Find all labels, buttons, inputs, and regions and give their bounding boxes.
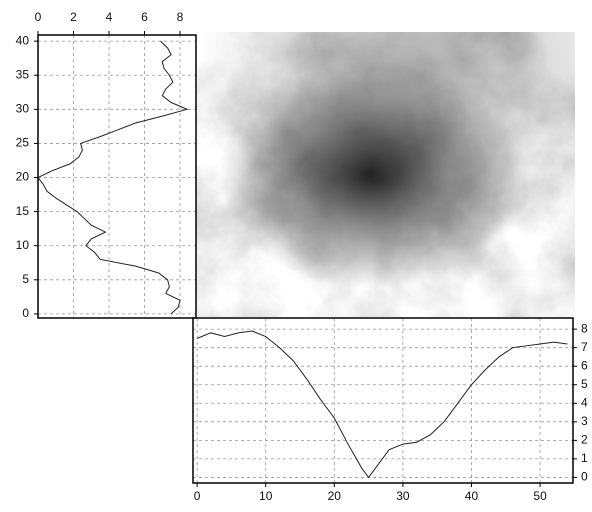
y-tick-label: 25 bbox=[16, 136, 30, 150]
y-tick-label: 3 bbox=[581, 414, 588, 428]
profile-line bbox=[196, 330, 568, 479]
y-tick-label: 8 bbox=[581, 321, 588, 335]
image bbox=[196, 32, 575, 317]
x-tick-label: 50 bbox=[533, 489, 547, 503]
y-tick-label: 7 bbox=[581, 340, 588, 354]
x-tick-label: 40 bbox=[465, 489, 479, 503]
y-tick-label: 6 bbox=[581, 358, 588, 372]
axis-frame bbox=[192, 317, 574, 484]
x-tick-label: 0 bbox=[194, 489, 201, 503]
x-tick-label: 10 bbox=[259, 489, 273, 503]
y-tick-label: 0 bbox=[581, 470, 588, 484]
x-tick-label: 8 bbox=[177, 10, 184, 24]
x-tick-label: 6 bbox=[141, 10, 148, 24]
x-tick-label: 4 bbox=[106, 10, 113, 24]
y-tick-label: 20 bbox=[16, 170, 30, 184]
y-tick-label: 4 bbox=[581, 395, 588, 409]
y-tick-label: 5 bbox=[581, 377, 588, 391]
x-tick-label: 0 bbox=[35, 10, 42, 24]
y-tick-label: 30 bbox=[16, 102, 30, 116]
plots: 0 2 4 6 8 0 5 10 15 20 25 30 35 40 0 10 20 30 40 50 0 1 2 3 4 5 6 7… bbox=[16, 10, 588, 503]
x-tick-label: 30 bbox=[396, 489, 410, 503]
y-tick-label: 35 bbox=[16, 67, 30, 81]
plot-area bbox=[38, 35, 196, 318]
x-tick-label: 2 bbox=[70, 10, 77, 24]
y-tick-label: 40 bbox=[16, 33, 30, 47]
y-tick-label: 15 bbox=[16, 204, 30, 218]
y-tick-label: 5 bbox=[22, 272, 29, 286]
y-tick-label: 10 bbox=[16, 238, 30, 252]
y-tick-label: 1 bbox=[581, 451, 588, 465]
y-tick-label: 0 bbox=[22, 306, 29, 320]
x-tick-label: 20 bbox=[328, 489, 342, 503]
plot-area bbox=[193, 318, 573, 483]
y-tick-label: 2 bbox=[581, 433, 588, 447]
